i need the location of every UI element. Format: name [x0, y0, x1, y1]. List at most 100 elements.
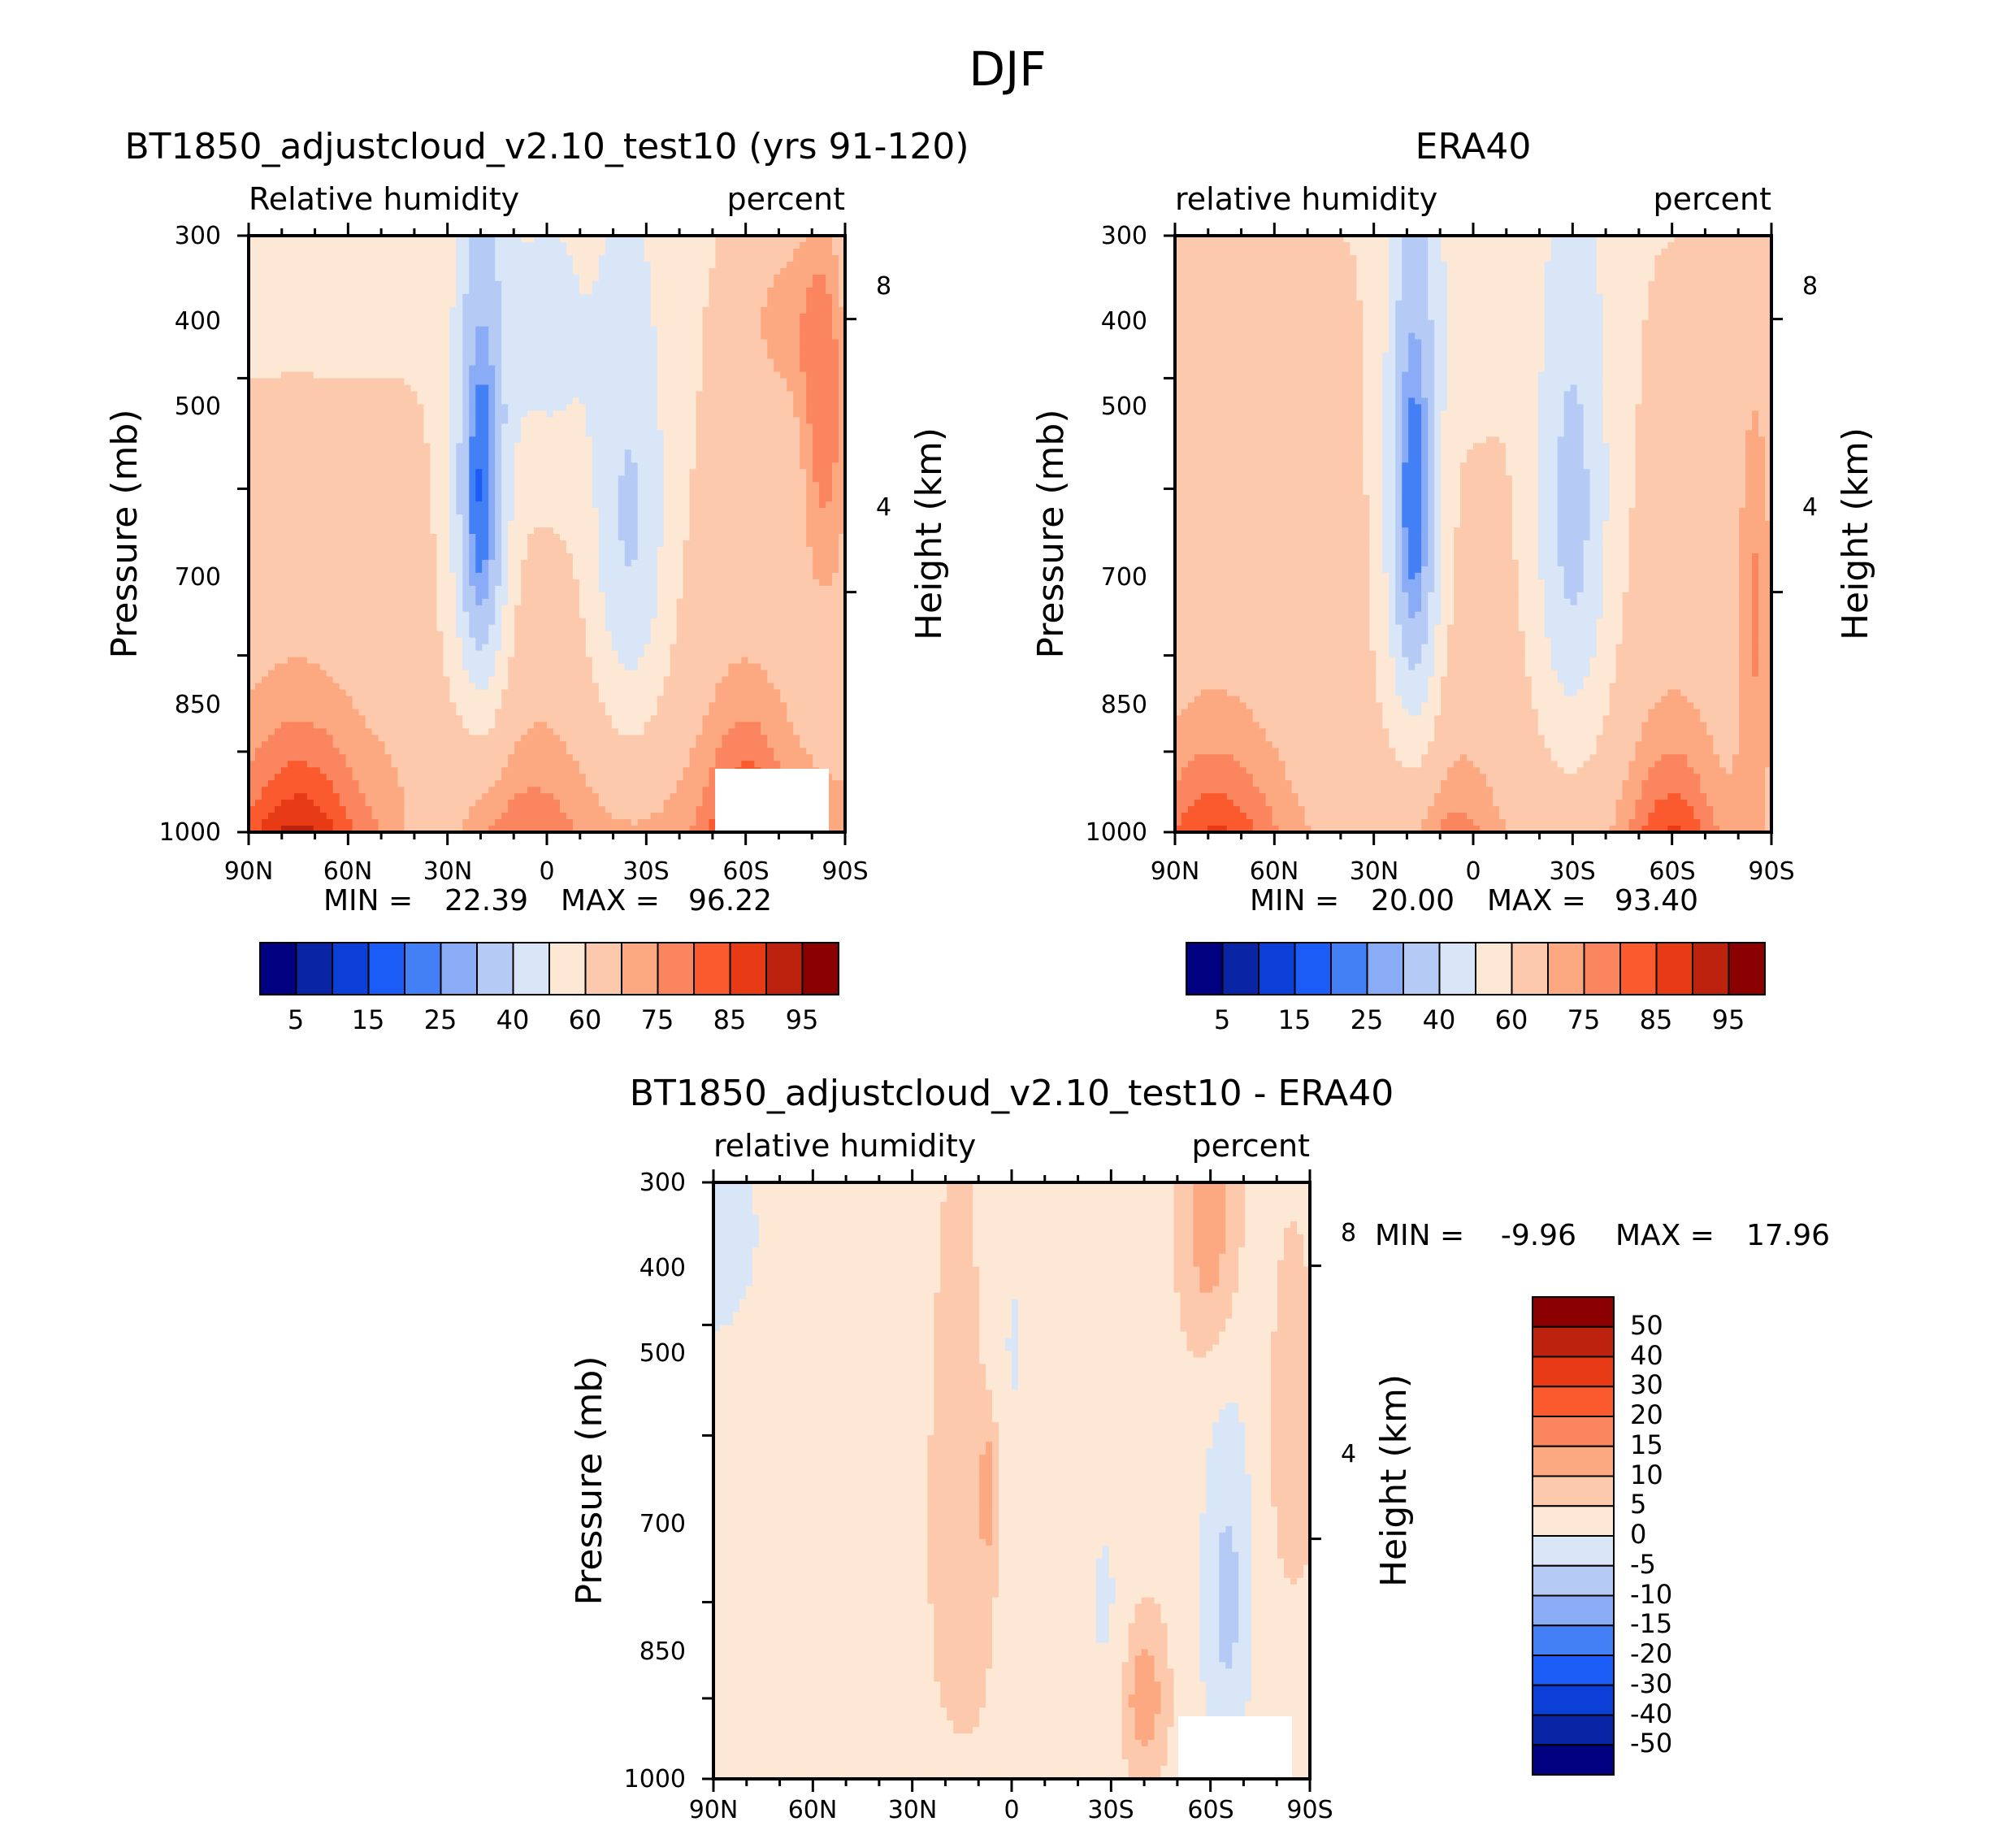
contour-cell — [391, 559, 399, 567]
contour-cell — [482, 404, 489, 412]
contour-cell — [767, 384, 774, 393]
contour-cell — [514, 404, 522, 412]
contour-cell — [832, 572, 839, 580]
contour-cell — [774, 332, 781, 340]
contour-cell — [261, 332, 269, 340]
contour-cell — [430, 423, 437, 431]
contour-cell — [605, 482, 613, 489]
contour-cell — [267, 410, 275, 418]
contour-cell — [624, 267, 632, 275]
contour-cell — [715, 300, 723, 308]
contour-cell — [495, 319, 502, 327]
contour-cell — [417, 319, 425, 327]
contour-cell — [313, 287, 321, 295]
contour-cell — [839, 514, 845, 522]
contour-cell — [761, 423, 768, 431]
contour-cell — [605, 339, 613, 347]
contour-cell — [592, 365, 600, 373]
contour-cell — [696, 508, 704, 515]
contour-cell — [378, 527, 386, 535]
contour-cell — [696, 319, 704, 327]
contour-cell — [358, 423, 366, 431]
contour-cell — [547, 449, 554, 457]
contour-cell — [735, 371, 742, 380]
contour-cell — [449, 326, 457, 334]
contour-cell — [832, 534, 839, 541]
contour-cell — [676, 546, 684, 554]
contour-cell — [345, 566, 353, 574]
contour-cell — [249, 553, 256, 561]
contour-cell — [488, 319, 496, 327]
contour-cell — [397, 585, 405, 593]
contour-cell — [384, 345, 392, 353]
contour-cell — [839, 521, 845, 528]
contour-cell — [741, 254, 748, 262]
contour-cell — [793, 540, 800, 548]
contour-cell — [547, 313, 554, 321]
contour-cell — [456, 293, 463, 301]
contour-cell — [832, 436, 839, 444]
contour-cell — [826, 241, 833, 249]
contour-cell — [293, 397, 301, 406]
contour-cell — [702, 254, 710, 262]
contour-cell — [787, 241, 794, 249]
contour-cell — [559, 443, 567, 450]
contour-cell — [508, 287, 515, 295]
contour-cell — [806, 236, 813, 243]
contour-cell — [572, 566, 580, 574]
contour-cell — [728, 358, 735, 367]
contour-cell — [722, 469, 729, 476]
contour-cell — [819, 417, 826, 424]
contour-cell — [657, 404, 665, 412]
contour-cell — [774, 501, 781, 509]
contour-cell — [547, 423, 554, 431]
contour-cell — [709, 534, 717, 541]
contour-cell — [254, 391, 262, 399]
contour-cell — [267, 527, 275, 535]
contour-cell — [300, 436, 308, 444]
contour-cell — [339, 417, 347, 424]
contour-cell — [819, 534, 826, 541]
contour-cell — [722, 521, 729, 528]
contour-cell — [384, 521, 392, 528]
contour-cell — [430, 514, 437, 522]
contour-cell — [839, 579, 845, 587]
contour-cell — [676, 274, 684, 282]
contour-cell — [728, 352, 735, 360]
contour-cell — [774, 572, 781, 580]
contour-cell — [384, 495, 392, 502]
contour-cell — [495, 306, 502, 314]
contour-cell — [819, 267, 826, 275]
contour-cell — [404, 358, 412, 367]
contour-cell — [774, 319, 781, 327]
contour-cell — [430, 566, 437, 574]
contour-cell — [475, 423, 483, 431]
contour-cell — [754, 430, 761, 437]
contour-cell — [475, 384, 483, 393]
contour-cell — [702, 475, 710, 483]
contour-cell — [553, 456, 561, 463]
contour-cell — [280, 521, 288, 528]
contour-cell — [715, 254, 723, 262]
contour-cell — [767, 319, 774, 327]
contour-cell — [501, 306, 509, 314]
contour-cell — [793, 579, 800, 587]
contour-cell — [559, 475, 567, 483]
contour-cell — [787, 501, 794, 509]
contour-cell — [423, 391, 431, 399]
contour-cell — [261, 430, 269, 437]
contour-cell — [806, 540, 813, 548]
contour-cell — [332, 339, 340, 347]
contour-cell — [508, 274, 515, 282]
contour-cell — [631, 391, 639, 399]
contour-cell — [319, 462, 327, 470]
contour-cell — [748, 332, 755, 340]
contour-cell — [741, 326, 748, 334]
contour-cell — [787, 410, 794, 418]
contour-cell — [839, 236, 845, 243]
contour-cell — [709, 404, 717, 412]
contour-cell — [592, 553, 600, 561]
contour-cell — [501, 254, 509, 262]
contour-cell — [761, 293, 768, 301]
contour-cell — [592, 352, 600, 360]
